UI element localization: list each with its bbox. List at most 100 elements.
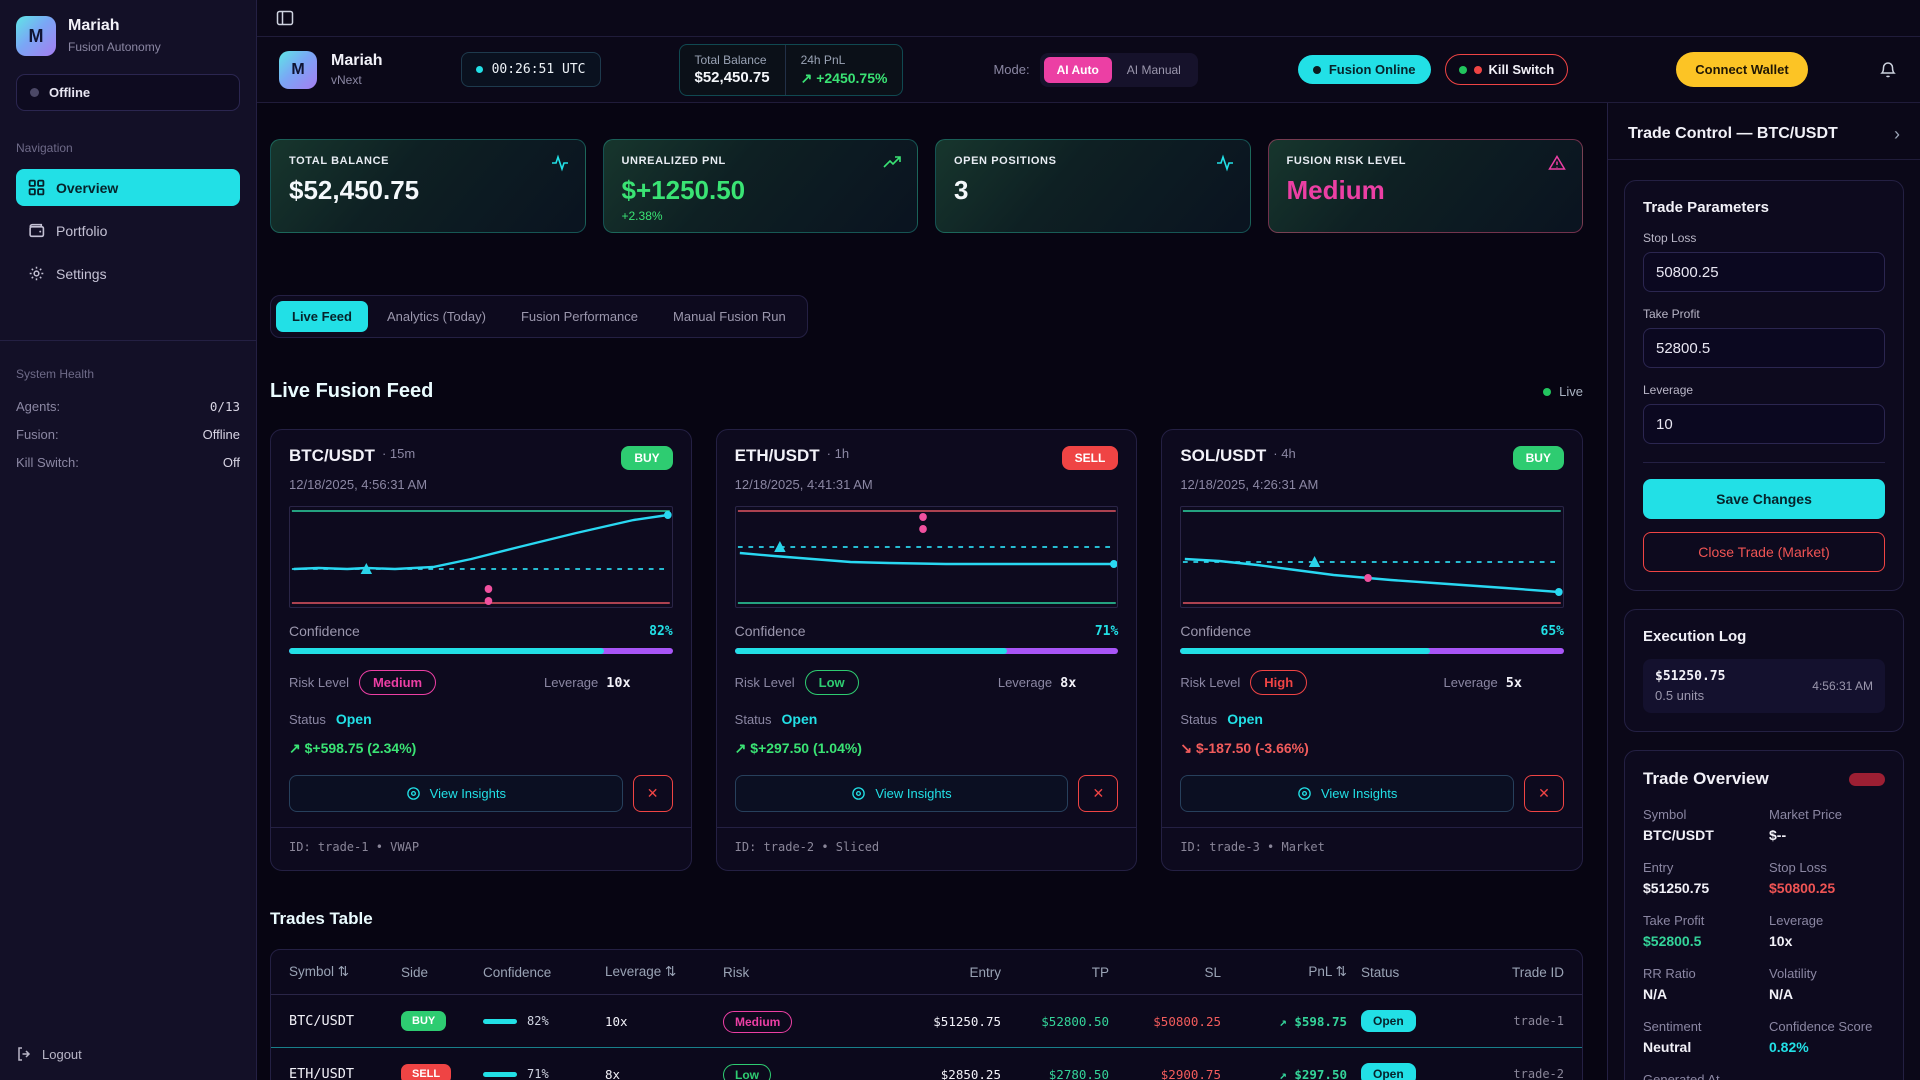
- view-insights-button[interactable]: View Insights: [1180, 775, 1514, 812]
- status-value: Open: [781, 711, 818, 727]
- fusion-online-label: Fusion Online: [1328, 62, 1416, 77]
- sidebar-item-label: Overview: [56, 179, 119, 196]
- column-status: Status: [1361, 964, 1400, 980]
- column-symbol[interactable]: Symbol ⇅: [289, 964, 350, 979]
- risk-level-label: Risk Level: [1180, 675, 1241, 690]
- trade-id-footer: ID: trade-1 • VWAP: [271, 827, 691, 856]
- row-sl: $50800.25: [1153, 1013, 1221, 1029]
- take-profit-input[interactable]: [1643, 328, 1885, 368]
- row-symbol: BTC/USDT: [289, 1013, 355, 1029]
- chevron-right-icon[interactable]: ›: [1894, 124, 1900, 144]
- overview-field-market-price: Market Price $--: [1769, 807, 1842, 843]
- row-entry: $2850.25: [940, 1066, 1001, 1080]
- view-insights-button[interactable]: View Insights: [734, 775, 1069, 812]
- overview-field-entry: Entry $51250.75: [1643, 860, 1710, 896]
- tab-fusion-performance[interactable]: Fusion Performance: [520, 309, 639, 324]
- stat-value: $52,450.75: [289, 175, 420, 205]
- column-tp: TP: [1091, 964, 1109, 980]
- connection-status-pill[interactable]: Offline: [16, 74, 240, 111]
- column-confidence: Confidence: [483, 964, 552, 980]
- column-pnl[interactable]: PnL ⇅: [1308, 964, 1347, 979]
- kill-switch-red-dot-icon: [1473, 65, 1482, 74]
- clock-dot-icon: [475, 66, 483, 73]
- leverage-label: Leverage: [1443, 675, 1498, 690]
- stat-label: TOTAL BALANCE: [289, 155, 390, 167]
- sidebar-item-overview[interactable]: Overview: [16, 169, 240, 206]
- sidebar-item-label: Portfolio: [56, 222, 108, 239]
- view-insights-button[interactable]: View Insights: [289, 775, 623, 812]
- navigation-section-label: Navigation: [16, 141, 73, 155]
- row-risk-badge: Medium: [723, 1010, 793, 1033]
- close-trade-x-button[interactable]: ✕: [632, 775, 673, 812]
- fusion-online-pill[interactable]: Fusion Online: [1297, 55, 1431, 84]
- health-label: Fusion:: [16, 427, 59, 442]
- trade-overview-panel: Trade Overview Symbol BTC/USDT Market Pr…: [1624, 750, 1904, 1080]
- panel-left-toggle-icon[interactable]: [275, 8, 295, 28]
- health-value: Off: [222, 455, 240, 470]
- column-entry: Entry: [969, 964, 1001, 980]
- row-pnl: ↗ $598.75: [1279, 1013, 1347, 1029]
- card-symbol: SOL/USDT: [1180, 446, 1267, 465]
- header-avatar: M: [279, 50, 317, 89]
- mode-option-ai-manual[interactable]: AI Manual: [1126, 62, 1181, 77]
- side-badge: SELL: [1061, 446, 1119, 470]
- leverage-input[interactable]: [1643, 404, 1885, 444]
- execution-log-panel: Execution Log $51250.75 0.5 units 4:56:3…: [1624, 609, 1904, 732]
- confidence-mini-bar: [483, 1018, 517, 1024]
- trade-control-title: Trade Control — BTC/USDT: [1628, 125, 1838, 142]
- sidebar-item-portfolio[interactable]: Portfolio: [16, 212, 240, 249]
- stop-loss-label: Stop Loss: [1643, 231, 1697, 245]
- eye-icon: [852, 787, 866, 800]
- row-tp: $2780.50: [1048, 1066, 1109, 1080]
- activity-icon: [551, 154, 569, 172]
- row-entry: $51250.75: [933, 1013, 1001, 1029]
- kill-switch-button[interactable]: Kill Switch: [1444, 54, 1569, 85]
- stop-loss-input[interactable]: [1643, 252, 1885, 292]
- connect-wallet-button[interactable]: Connect Wallet: [1676, 52, 1808, 87]
- price-sparkline-chart: [1180, 506, 1564, 608]
- close-trade-market-button[interactable]: Close Trade (Market): [1643, 532, 1885, 572]
- status-value: Open: [1227, 711, 1263, 727]
- overview-field-confidence-score: Confidence Score 0.82%: [1769, 1019, 1873, 1055]
- row-side-badge: SELL: [401, 1064, 452, 1080]
- user-name: Mariah: [68, 17, 120, 34]
- mode-option-ai-auto[interactable]: AI Auto: [1043, 56, 1112, 83]
- card-pnl: ↘ $-187.50 (-3.66%): [1180, 740, 1309, 756]
- row-leverage: 8x: [605, 1066, 621, 1080]
- confidence-mini-bar: [483, 1071, 517, 1077]
- save-changes-button[interactable]: Save Changes: [1643, 479, 1885, 519]
- overview-toggle[interactable]: [1849, 772, 1885, 786]
- tab-analytics-today[interactable]: Analytics (Today): [386, 309, 486, 324]
- logout-label: Logout: [42, 1046, 82, 1062]
- risk-badge: High: [1250, 670, 1308, 695]
- column-leverage[interactable]: Leverage ⇅: [605, 964, 677, 979]
- overview-field-symbol: Symbol BTC/USDT: [1643, 807, 1714, 843]
- row-confidence: 71%: [527, 1067, 549, 1080]
- close-trade-x-button[interactable]: ✕: [1078, 775, 1119, 812]
- bell-icon[interactable]: [1878, 60, 1898, 80]
- confidence-label: Confidence: [289, 623, 360, 639]
- kill-switch-label: Kill Switch: [1488, 62, 1555, 77]
- sidebar-item-settings[interactable]: Settings: [16, 255, 240, 292]
- confidence-percent: 82%: [649, 623, 673, 639]
- sidebar-user: M Mariah Fusion Autonomy: [16, 16, 240, 56]
- health-row-fusion: Fusion: Offline: [16, 427, 240, 442]
- card-timeframe: · 15m: [381, 446, 416, 461]
- tab-manual-fusion-run[interactable]: Manual Fusion Run: [673, 309, 786, 324]
- trade-card-btcusdt: BTC/USDT · 15m BUY 12/18/2025, 4:56:31 A…: [270, 429, 692, 871]
- confidence-label: Confidence: [734, 623, 806, 639]
- close-trade-x-button[interactable]: ✕: [1523, 775, 1564, 812]
- logout-button[interactable]: Logout: [16, 1046, 240, 1062]
- header: M Mariah vNext 00:26:51 UTC Total Balanc…: [257, 37, 1920, 103]
- risk-level-label: Risk Level: [734, 675, 795, 690]
- overview-field-generated-at: Generated At 12/18/2025, 4:56:31 AM: [1643, 1072, 1720, 1080]
- execution-log-title: Execution Log: [1643, 628, 1747, 645]
- stat-card-total-balance: TOTAL BALANCE $52,450.75: [270, 139, 586, 233]
- log-time: 4:56:31 AM: [1812, 679, 1873, 693]
- table-row-trade-1: BTC/USDT BUY 82% 10x Medium $51250.75 $5…: [271, 995, 1582, 1048]
- trade-card-solusdt: SOL/USDT · 4h BUY 12/18/2025, 4:26:31 AM…: [1161, 429, 1583, 871]
- feed-title: Live Fusion Feed: [270, 380, 434, 402]
- tab-live-feed[interactable]: Live Feed: [276, 301, 368, 332]
- leverage-label: Leverage: [544, 675, 599, 690]
- leverage-value: 10x: [606, 674, 631, 691]
